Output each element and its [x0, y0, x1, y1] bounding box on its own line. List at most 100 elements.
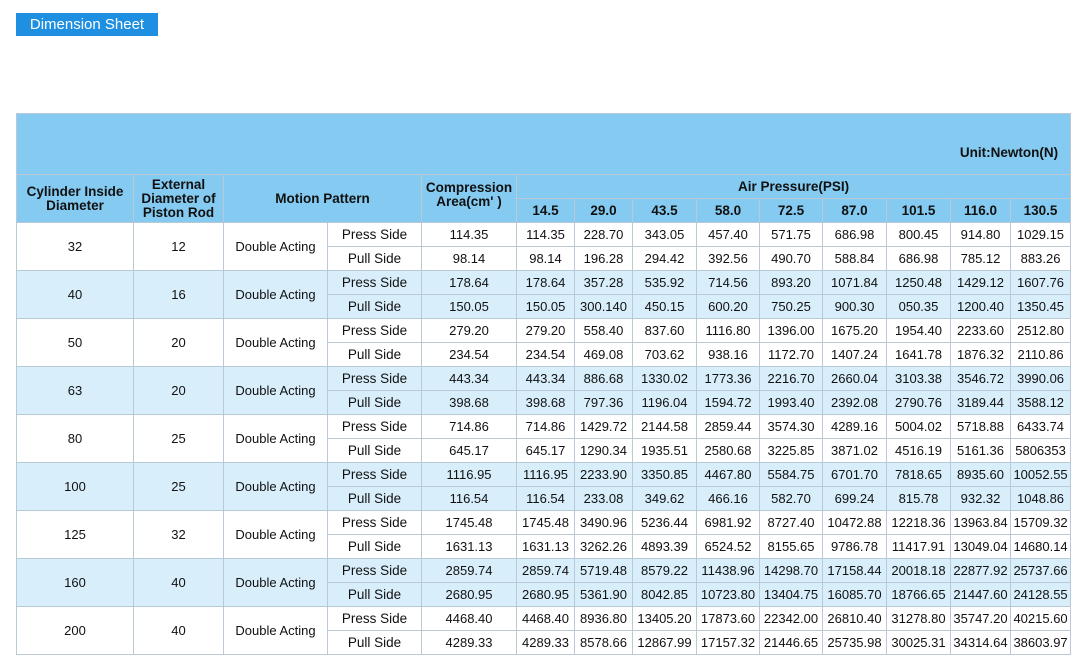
force-cell: 800.45 — [886, 222, 951, 247]
force-cell: 443.34 — [516, 366, 575, 391]
bore-cell: 50 — [16, 318, 134, 367]
force-cell: 1350.45 — [1009, 294, 1072, 319]
force-cell: 11417.91 — [886, 534, 951, 559]
force-cell: 40215.60 — [1009, 606, 1072, 631]
force-cell: 5161.36 — [950, 438, 1011, 463]
area-cell: 114.35 — [421, 222, 517, 247]
force-cell: 38603.97 — [1009, 630, 1072, 655]
force-cell: 588.84 — [822, 246, 887, 271]
force-cell: 1876.32 — [950, 342, 1011, 367]
force-cell: 535.92 — [632, 270, 697, 295]
force-cell: 234.54 — [516, 342, 575, 367]
header-area: Compression Area(cm' ) — [421, 174, 517, 223]
rod-cell: 20 — [133, 366, 224, 415]
force-cell: 600.20 — [696, 294, 760, 319]
area-cell: 4468.40 — [421, 606, 517, 631]
force-cell: 98.14 — [516, 246, 575, 271]
force-cell: 2144.58 — [632, 414, 697, 439]
force-cell: 1773.36 — [696, 366, 760, 391]
force-cell: 25735.98 — [822, 630, 887, 655]
force-cell: 3990.06 — [1009, 366, 1072, 391]
force-cell: 30025.31 — [886, 630, 951, 655]
table-row: Pull Side 116.54 116.54 233.08 349.62 466.16 5… — [17, 486, 1072, 511]
force-cell: 2790.76 — [886, 390, 951, 415]
area-cell: 645.17 — [421, 438, 517, 463]
header-psi-101.5: 101.5 — [886, 198, 951, 223]
force-cell: 571.75 — [759, 222, 823, 247]
force-cell: 4289.16 — [822, 414, 887, 439]
force-cell: 2680.95 — [516, 582, 575, 607]
force-cell: 7818.65 — [886, 462, 951, 487]
side-cell: Press Side — [327, 462, 422, 487]
force-cell: 20018.18 — [886, 558, 951, 583]
table-row: 40 16 Double Acting Press Side 178.64 178.64 3… — [16, 270, 1072, 319]
force-cell: 5236.44 — [632, 510, 697, 535]
side-cell: Press Side — [327, 318, 422, 343]
side-cell: Press Side — [327, 270, 422, 295]
force-cell: 11438.96 — [696, 558, 760, 583]
bore-cell: 32 — [16, 222, 134, 271]
force-cell: 1116.95 — [516, 462, 575, 487]
motion-cell: Double Acting — [223, 318, 328, 367]
force-cell: 6981.92 — [696, 510, 760, 535]
force-cell: 3103.38 — [886, 366, 951, 391]
force-cell: 25737.66 — [1009, 558, 1072, 583]
rod-cell: 40 — [133, 558, 224, 607]
force-cell: 2216.70 — [759, 366, 823, 391]
force-cell: 5806353 — [1009, 438, 1072, 463]
area-cell: 1116.95 — [421, 462, 517, 487]
table-row: Pull Side 98.14 98.14 196.28 294.42 392.56 490… — [17, 246, 1072, 271]
force-cell: 1429.12 — [950, 270, 1011, 295]
force-cell: 938.16 — [696, 342, 760, 367]
force-cell: 357.28 — [574, 270, 633, 295]
force-cell: 3189.44 — [950, 390, 1011, 415]
unit-label: Unit:Newton(N) — [15, 113, 1072, 175]
header-pressure: Air Pressure(PSI) — [515, 174, 1072, 199]
force-cell: 1116.80 — [696, 318, 760, 343]
table-row: 63 20 Double Acting Press Side 443.34 443.34 8… — [16, 366, 1072, 415]
side-cell: Press Side — [327, 366, 422, 391]
force-cell: 13405.20 — [632, 606, 697, 631]
force-cell: 1330.02 — [632, 366, 697, 391]
rod-cell: 12 — [133, 222, 224, 271]
force-cell: 1200.40 — [950, 294, 1011, 319]
force-cell: 886.68 — [574, 366, 633, 391]
force-cell: 17873.60 — [696, 606, 760, 631]
table-row: 125 32 Double Acting Press Side 1745.48 1745.… — [16, 510, 1072, 559]
force-cell: 466.16 — [696, 486, 760, 511]
motion-cell: Double Acting — [223, 510, 328, 559]
force-cell: 13404.75 — [759, 582, 823, 607]
force-cell: 914.80 — [950, 222, 1011, 247]
force-cell: 4468.40 — [516, 606, 575, 631]
force-cell: 31278.80 — [886, 606, 951, 631]
force-cell: 8727.40 — [759, 510, 823, 535]
force-cell: 2233.60 — [950, 318, 1011, 343]
force-cell: 686.98 — [886, 246, 951, 271]
force-cell: 22342.00 — [759, 606, 823, 631]
force-cell: 279.20 — [516, 318, 575, 343]
force-cell: 469.08 — [574, 342, 633, 367]
force-cell: 1675.20 — [822, 318, 887, 343]
force-cell: 343.05 — [632, 222, 697, 247]
force-cell: 815.78 — [886, 486, 951, 511]
force-cell: 714.56 — [696, 270, 760, 295]
force-cell: 13963.84 — [950, 510, 1011, 535]
force-cell: 3262.26 — [574, 534, 633, 559]
force-cell: 1594.72 — [696, 390, 760, 415]
rod-cell: 25 — [133, 414, 224, 463]
motion-cell: Double Acting — [223, 270, 328, 319]
dimension-table: Unit:Newton(N) Cylinder Inside Diameter … — [15, 113, 1072, 655]
header-psi-72.5: 72.5 — [759, 198, 823, 223]
side-cell: Pull Side — [327, 246, 422, 271]
side-cell: Pull Side — [327, 534, 422, 559]
header-psi-87.0: 87.0 — [822, 198, 887, 223]
bore-cell: 40 — [16, 270, 134, 319]
bore-cell: 125 — [16, 510, 134, 559]
force-cell: 3490.96 — [574, 510, 633, 535]
area-cell: 398.68 — [421, 390, 517, 415]
side-cell: Pull Side — [327, 486, 422, 511]
force-cell: 2512.80 — [1009, 318, 1072, 343]
force-cell: 3574.30 — [759, 414, 823, 439]
area-cell: 234.54 — [421, 342, 517, 367]
table-row: 80 25 Double Acting Press Side 714.86 714.86 1… — [16, 414, 1072, 463]
